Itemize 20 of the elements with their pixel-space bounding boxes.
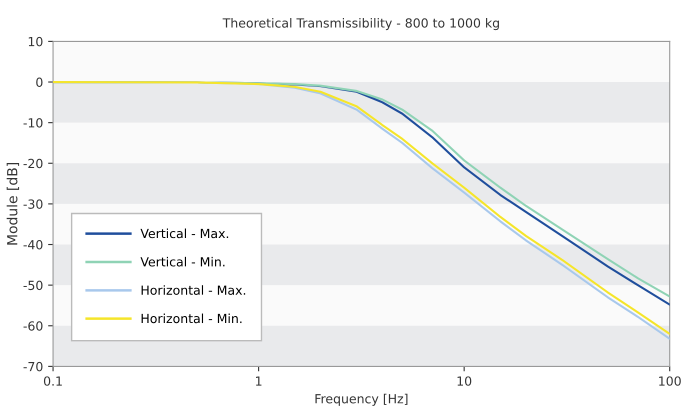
y-tick-label: -50 bbox=[24, 280, 42, 290]
y-tick-label: -10 bbox=[24, 118, 42, 128]
x-tick-label: 100 bbox=[659, 376, 681, 386]
x-tick-label: 0.1 bbox=[44, 376, 62, 386]
y-tick-label: -40 bbox=[24, 240, 42, 250]
y-tick-label: 10 bbox=[28, 36, 42, 46]
x-tick-label: 1 bbox=[256, 376, 262, 386]
x-axis-title: Frequency [Hz] bbox=[315, 394, 408, 406]
y-axis-title: Module [dB] bbox=[6, 163, 20, 245]
y-tick-label: -60 bbox=[24, 321, 42, 331]
legend-label: Horizontal - Min. bbox=[142, 314, 242, 324]
x-tick-label: 10 bbox=[458, 376, 472, 386]
chart-title: Theoretical Transmissibility - 800 to 1000 kg bbox=[222, 18, 499, 30]
legend-label: Vertical - Max. bbox=[140, 228, 228, 238]
y-tick-label: -20 bbox=[24, 158, 42, 168]
y-tick-label: -30 bbox=[24, 199, 42, 209]
y-tick-label: 0 bbox=[36, 77, 42, 87]
y-tick-label: -70 bbox=[24, 362, 42, 372]
legend-label: Vertical - Min. bbox=[140, 256, 224, 267]
legend-label: Horizontal - Max. bbox=[142, 285, 246, 295]
